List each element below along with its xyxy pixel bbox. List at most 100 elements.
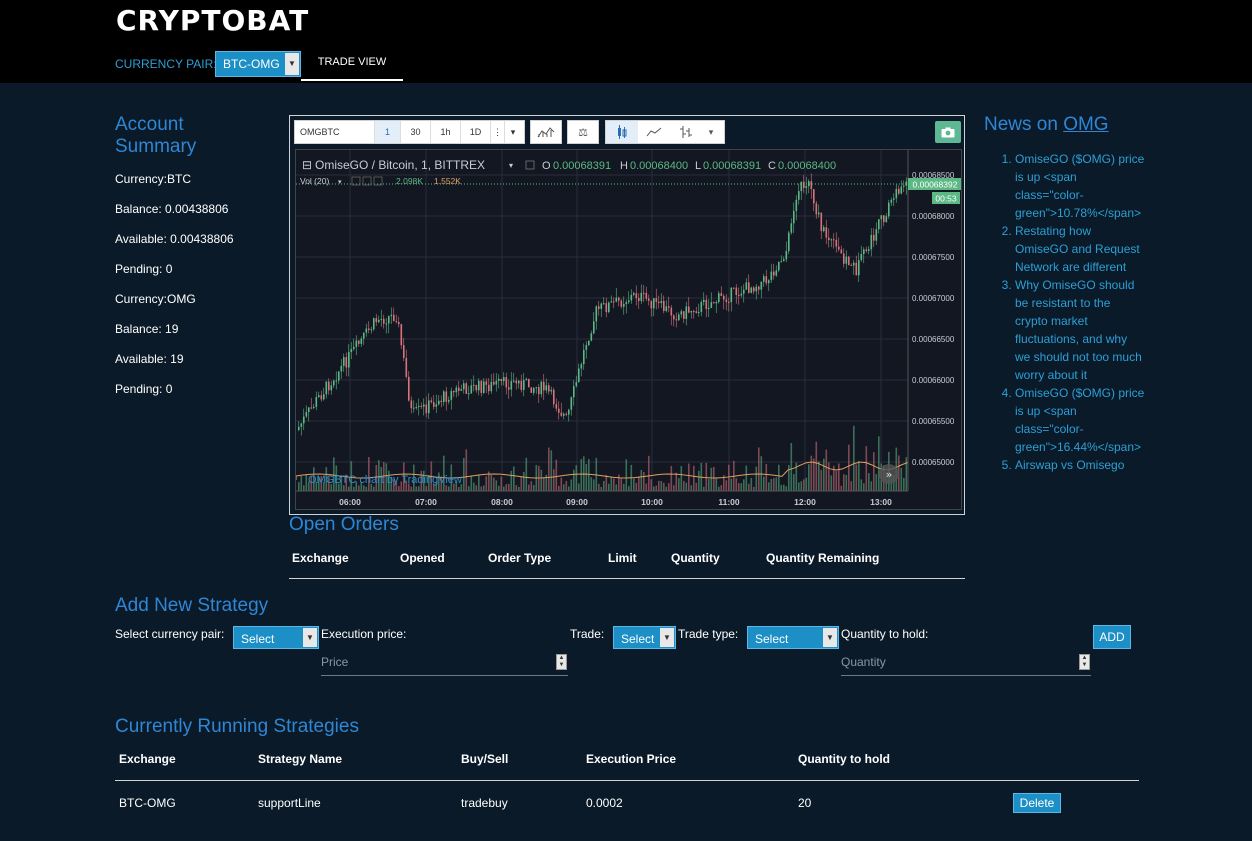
candle-body — [435, 404, 438, 407]
candle-body — [578, 368, 580, 383]
indicators-icon[interactable] — [530, 120, 562, 144]
add-strategy-button[interactable]: ADD — [1093, 625, 1131, 649]
compare-icon[interactable]: ⚖ — [567, 120, 599, 144]
double-chevron-right-icon: » — [886, 468, 893, 481]
candle-body — [820, 212, 823, 232]
ohlc-l-value: 0.00068391 — [703, 160, 761, 172]
volume-bar — [748, 483, 750, 491]
trade-select[interactable]: Select ▼ — [613, 626, 676, 649]
candle-body — [428, 400, 430, 414]
news-item[interactable]: Airswap vs Omisego — [1015, 456, 1145, 474]
ohlc-h-value: 0.00068400 — [630, 160, 688, 172]
tv-more-intervals-icon[interactable]: ⋮ — [491, 121, 505, 143]
candle-body — [863, 249, 865, 255]
tv-interval-30[interactable]: 30 — [401, 121, 431, 143]
volume-bar — [353, 486, 355, 491]
area-chart-icon[interactable] — [638, 127, 670, 137]
volume-bar — [688, 463, 690, 491]
candle-body — [633, 293, 635, 295]
candle-body — [373, 318, 375, 330]
scroll-to-end-button[interactable] — [879, 464, 899, 484]
candle-body — [783, 259, 785, 262]
volume-bar — [813, 458, 815, 491]
time-tick-label: 07:00 — [415, 497, 437, 507]
ohlc-c-label: C — [768, 160, 776, 172]
candle-body — [300, 423, 303, 427]
chevron-down-icon[interactable]: ▾ — [708, 126, 714, 137]
candle-body — [318, 395, 320, 398]
candle-body — [568, 409, 570, 415]
strategy-pair-select[interactable]: Select ▼ — [233, 626, 319, 649]
news-title-link[interactable]: OMG — [1063, 114, 1109, 135]
volume-bar — [318, 477, 320, 491]
running-col-execution-price: Execution Price — [586, 752, 677, 766]
candle-body — [700, 302, 703, 312]
tv-watermark[interactable]: OMGBTC chart by TradingView — [308, 474, 462, 486]
camera-icon[interactable] — [935, 121, 961, 143]
candle-body — [370, 329, 373, 331]
candle-body — [688, 306, 690, 313]
time-tick-label: 13:00 — [870, 497, 892, 507]
news-item[interactable]: Restating how OmiseGO and Request Networ… — [1015, 222, 1145, 276]
volume-bar — [315, 481, 318, 491]
stepper-icon[interactable]: ▲ ▼ — [556, 654, 567, 670]
volume-bar — [423, 470, 425, 491]
chevron-down-icon[interactable]: ▾ — [510, 126, 516, 137]
news-item[interactable]: OmiseGO ($OMG) price is up <span class="… — [1015, 384, 1145, 456]
vol-close-icon[interactable] — [373, 176, 383, 186]
chevron-down-icon[interactable]: ▾ — [338, 179, 342, 186]
chevron-down-icon[interactable]: ▾ — [509, 161, 513, 170]
tv-collapse-icon[interactable]: ⊟ — [302, 158, 312, 172]
candle-body — [655, 298, 658, 302]
volume-bar — [328, 477, 330, 491]
vol-settings-icon[interactable] — [351, 176, 361, 186]
trade-type-select[interactable]: Select ▼ — [747, 626, 839, 649]
currency-pair-select[interactable]: BTC-OMG ▼ — [215, 51, 301, 77]
tv-interval-1h[interactable]: 1h — [431, 121, 461, 143]
volume-bar — [678, 478, 680, 491]
bars-icon[interactable] — [670, 125, 702, 139]
candle-body — [893, 198, 895, 200]
volume-bar — [833, 465, 835, 491]
volume-bar — [673, 485, 675, 491]
tradingview-widget: OMGBTC 1 30 1h 1D ⋮ ▾ ⚖ ▾ 0.00068500 0. — [289, 115, 965, 515]
candle-body — [355, 340, 358, 347]
candle-body — [715, 302, 718, 304]
news-item[interactable]: Why OmiseGO should be resistant to the c… — [1015, 276, 1145, 384]
candle-body — [485, 381, 488, 385]
candles-icon[interactable] — [606, 121, 638, 143]
delete-strategy-button[interactable]: Delete — [1013, 793, 1061, 813]
volume-bar — [568, 486, 570, 491]
candle-body — [868, 249, 870, 251]
volume-bar — [320, 476, 323, 491]
volume-bar — [398, 486, 400, 491]
strategy-pair-value: Select — [241, 632, 275, 646]
volume-bar — [633, 478, 635, 491]
candle-body — [753, 287, 755, 292]
candle-body — [520, 380, 523, 390]
volume-bar — [615, 484, 618, 491]
volume-bar — [763, 476, 765, 491]
candle-body — [323, 394, 325, 400]
tv-interval-1[interactable]: 1 — [375, 121, 401, 143]
tab-trade-view[interactable]: TRADE VIEW — [301, 56, 403, 81]
orders-col-quantity: Quantity — [671, 551, 720, 565]
volume-bar — [770, 478, 773, 491]
price-tick-label: 0.00068500 — [912, 171, 955, 180]
volume-bar — [415, 486, 418, 491]
execution-price-input[interactable]: Price ▲ ▼ — [321, 650, 568, 676]
execution-price-label: Execution price: — [321, 627, 407, 641]
candle-body — [333, 380, 335, 386]
quantity-input[interactable]: Quantity ▲ ▼ — [841, 650, 1091, 676]
stepper-icon[interactable]: ▲ ▼ — [1079, 654, 1090, 670]
candle-body — [895, 188, 898, 199]
tv-legend-toggle-icon[interactable] — [525, 160, 535, 170]
tv-interval-1d[interactable]: 1D — [461, 121, 491, 143]
news-item[interactable]: OmiseGO ($OMG) price is up <span class="… — [1015, 150, 1145, 222]
tv-symbol-field[interactable]: OMGBTC — [295, 121, 375, 143]
vol-hide-icon[interactable] — [362, 176, 372, 186]
volume-bar — [530, 481, 533, 491]
candle-body — [740, 293, 743, 296]
volume-bar — [395, 481, 398, 491]
price-chart[interactable]: 0.00068500 0.00068000 0.00067500 0.00067000… — [295, 149, 962, 510]
